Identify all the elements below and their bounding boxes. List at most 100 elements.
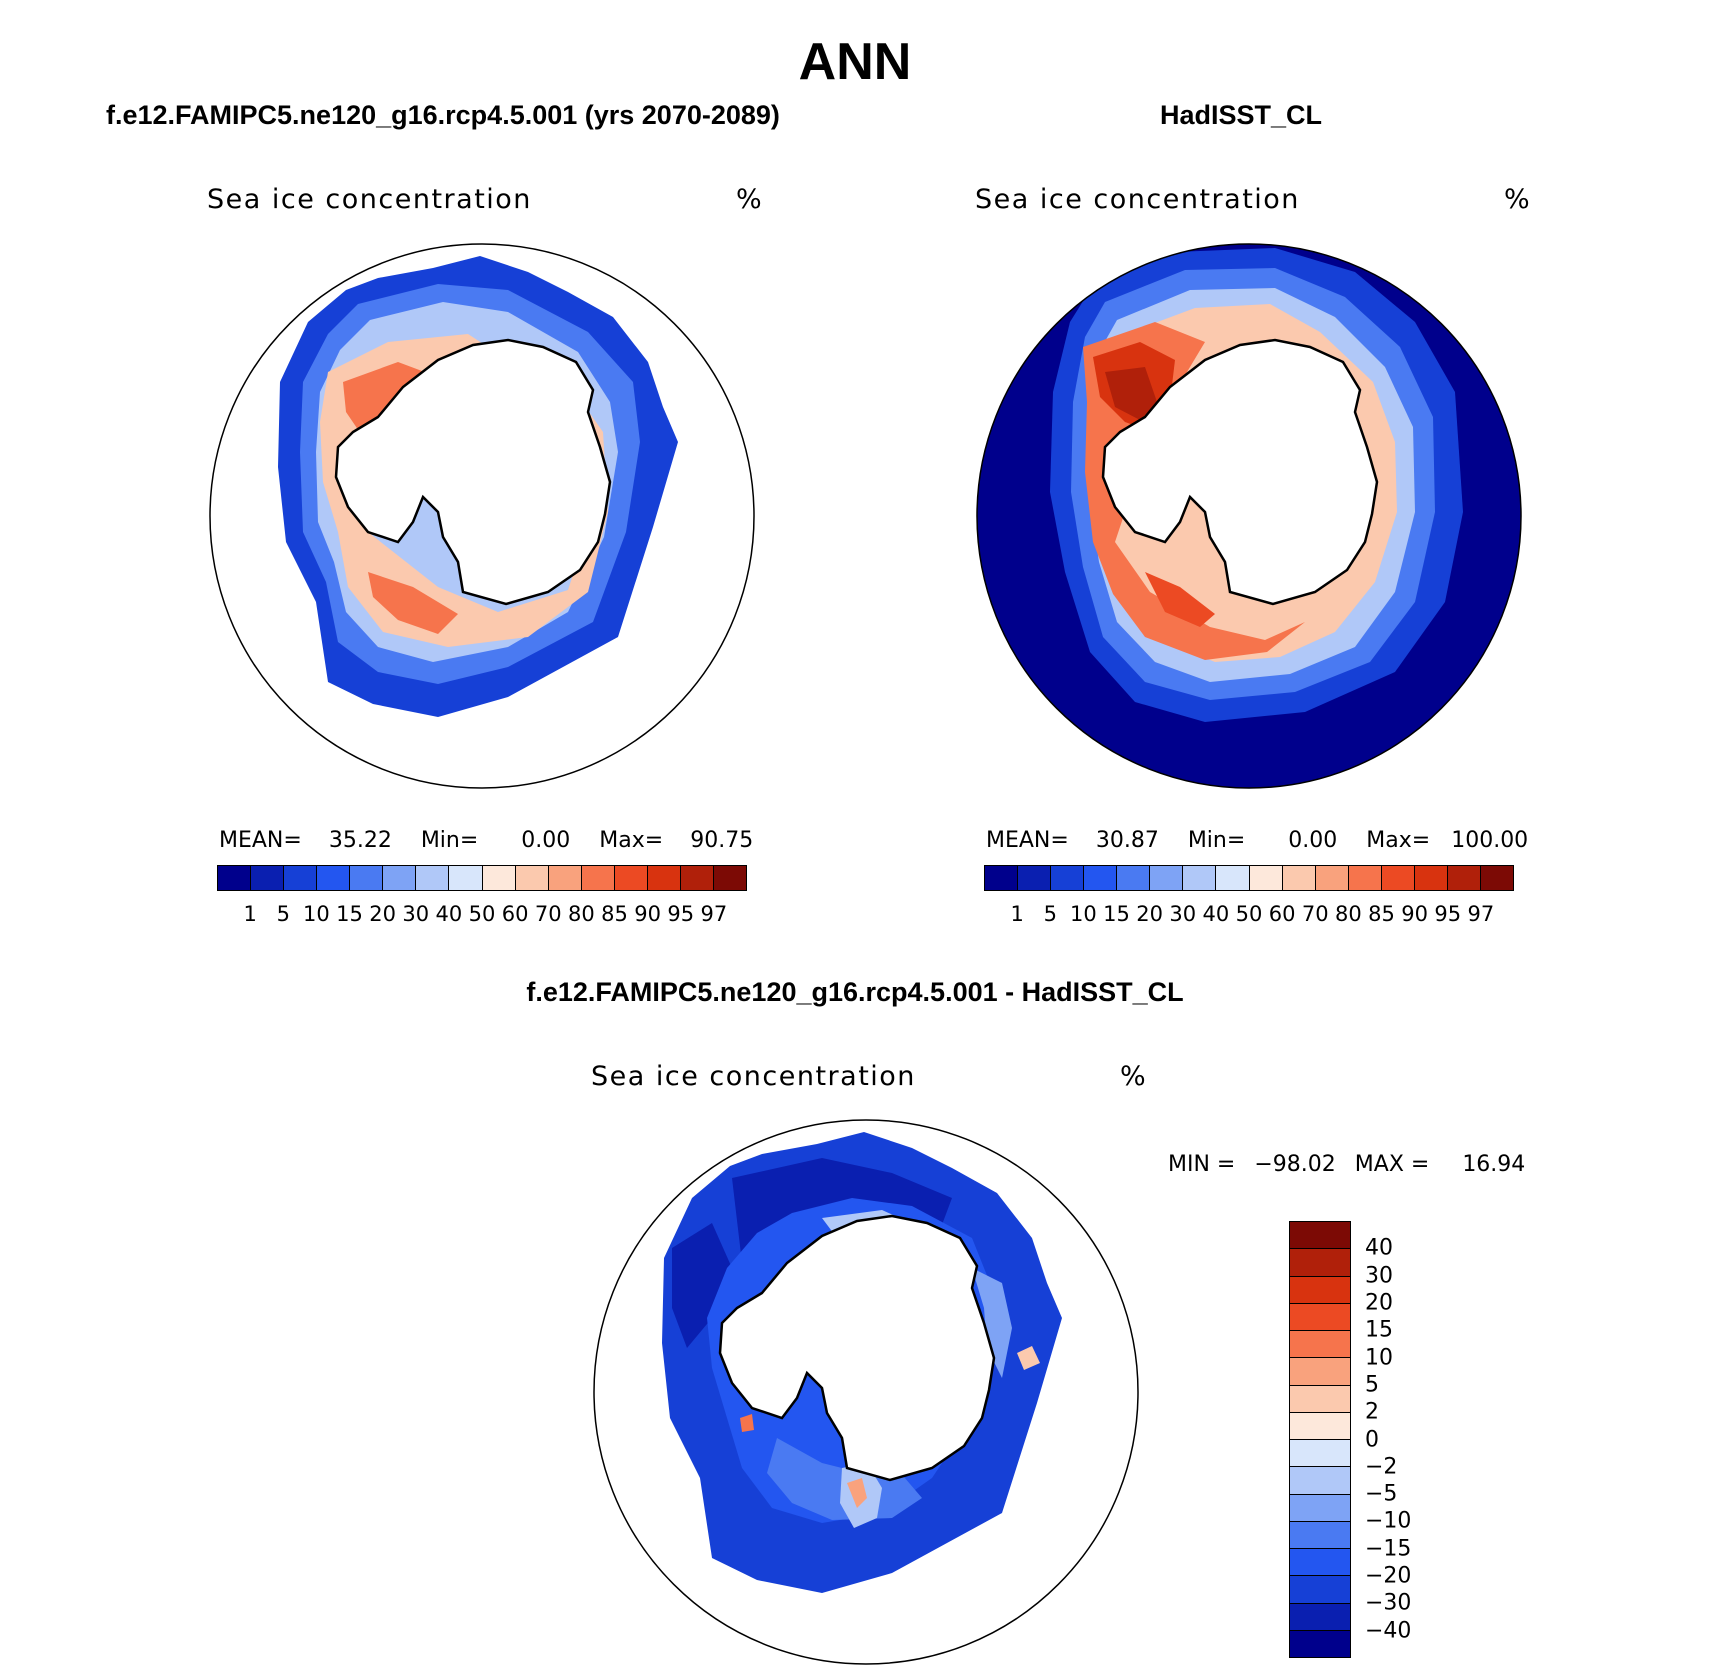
panel3-variable-label: Sea ice concentration <box>591 1061 916 1092</box>
panel2-stats: MEAN= 30.87 Min= 0.00 Max= 100.00 <box>986 828 1528 853</box>
colorbar-box <box>548 866 582 890</box>
colorbar-tick-label: 0 <box>1365 1427 1379 1452</box>
panel1-case-title: f.e12.FAMIPC5.ne120_g16.rcp4.5.001 (yrs … <box>106 100 780 130</box>
colorbar-box <box>581 866 615 890</box>
colorbar-box <box>1414 866 1448 890</box>
panel1-units-label: % <box>736 184 764 215</box>
panel2-case-title: HadISST_CL <box>1160 100 1323 130</box>
colorbar-box <box>1290 1303 1350 1331</box>
colorbar-box <box>1290 1603 1350 1631</box>
panel3-antarctica-outline <box>718 1214 996 1482</box>
panel2-max-value: 100.00 <box>1451 828 1529 853</box>
colorbar-tick-label: 5 <box>1365 1372 1379 1398</box>
colorbar-tick-label: 90 <box>634 902 661 926</box>
colorbar-box <box>1282 866 1316 890</box>
colorbar-tick-label: 80 <box>568 902 595 926</box>
colorbar-tick-label: 2 <box>1365 1399 1379 1425</box>
colorbar-tick-label: 85 <box>601 902 628 926</box>
colorbar-tick-label: −30 <box>1365 1590 1412 1616</box>
panel3-colorbar <box>1289 1221 1351 1658</box>
colorbar-box <box>1150 866 1184 890</box>
panel1-colorbar-ticks: 1 5 10 15 20 30 40 50 60 70 80 85 90 95 97 <box>217 902 747 928</box>
colorbar-tick-label: 20 <box>1136 902 1163 926</box>
colorbar-box <box>647 866 681 890</box>
colorbar-tick-label: 30 <box>402 902 430 926</box>
colorbar-tick-label: 90 <box>1401 902 1428 926</box>
colorbar-tick-label: 40 <box>1365 1235 1393 1261</box>
panel3-stats: MIN = −98.02 MAX = 16.94 <box>1168 1152 1525 1177</box>
colorbar-box <box>1290 1494 1350 1522</box>
colorbar-tick-label: 5 <box>276 902 290 926</box>
panel1-max-value: 90.75 <box>690 828 754 853</box>
panel1-mean-value: 35.22 <box>328 828 392 853</box>
colorbar-box <box>1290 1549 1350 1577</box>
colorbar-box <box>1216 866 1250 890</box>
colorbar-box <box>416 866 450 890</box>
colorbar-tick-label: 1 <box>243 902 257 926</box>
panel3-min-label: MIN = <box>1168 1152 1236 1177</box>
panel1-polar-map <box>209 243 755 789</box>
panel3-case-title: f.e12.FAMIPC5.ne120_g16.rcp4.5.001 - Had… <box>526 977 1184 1007</box>
panel2-polar-map <box>976 243 1522 789</box>
panel2-min-value: 0.00 <box>1288 828 1338 853</box>
colorbar-tick-label: 60 <box>1268 902 1296 926</box>
colorbar-tick-label: 40 <box>1202 902 1230 926</box>
panel3-min-value: −98.02 <box>1254 1152 1336 1177</box>
colorbar-box <box>713 866 746 890</box>
colorbar-tick-label: −20 <box>1365 1563 1412 1589</box>
colorbar-tick-label: −15 <box>1365 1536 1412 1562</box>
panel1-min-value: 0.00 <box>521 828 571 853</box>
colorbar-box <box>614 866 648 890</box>
colorbar-tick-label: 95 <box>667 902 695 926</box>
colorbar-box <box>482 866 516 890</box>
panel3-units-label: % <box>1120 1061 1148 1092</box>
colorbar-box <box>1447 866 1481 890</box>
colorbar-box <box>985 866 1019 890</box>
colorbar-box <box>1290 1576 1350 1604</box>
panel2-mean-label: MEAN= <box>986 828 1069 853</box>
panel2-colorbar-ticks: 1 5 10 15 20 30 40 50 60 70 80 85 90 95 97 <box>984 902 1514 928</box>
colorbar-box <box>1117 866 1151 890</box>
colorbar-tick-label: 60 <box>501 902 529 926</box>
colorbar-box <box>1290 1331 1350 1359</box>
panel2-colorbar <box>984 865 1514 891</box>
colorbar-box <box>1018 866 1052 890</box>
colorbar-box <box>1480 866 1513 890</box>
colorbar-box <box>680 866 714 890</box>
colorbar-box <box>284 866 318 890</box>
panel3-polar-map <box>593 1119 1139 1665</box>
colorbar-tick-label: 15 <box>1365 1317 1393 1343</box>
panel2-max-label: Max= <box>1366 828 1431 853</box>
colorbar-box <box>1084 866 1118 890</box>
colorbar-box <box>1290 1276 1350 1304</box>
colorbar-box <box>1290 1385 1350 1413</box>
colorbar-tick-label: 85 <box>1368 902 1395 926</box>
panel1-stats: MEAN= 35.22 Min= 0.00 Max= 90.75 <box>219 828 753 853</box>
colorbar-box <box>1290 1249 1350 1277</box>
colorbar-box <box>449 866 483 890</box>
colorbar-tick-label: −10 <box>1365 1508 1412 1534</box>
colorbar-box <box>251 866 285 890</box>
colorbar-tick-label: 20 <box>369 902 396 926</box>
colorbar-tick-label: 10 <box>1365 1345 1393 1371</box>
panel3-colorbar-ticks: 40 30 20 15 10 5 2 0 −2 −5 −10 −15 −20 −30 −40 <box>1357 1221 1457 1658</box>
colorbar-tick-label: 95 <box>1434 902 1462 926</box>
colorbar-box <box>1290 1222 1350 1250</box>
colorbar-box <box>1348 866 1382 890</box>
colorbar-tick-label: 70 <box>534 902 562 926</box>
colorbar-box <box>1290 1521 1350 1549</box>
colorbar-tick-label: −2 <box>1365 1454 1398 1480</box>
colorbar-box <box>1315 866 1349 890</box>
figure-title: ANN <box>798 33 912 91</box>
colorbar-box <box>1051 866 1085 890</box>
colorbar-box <box>1290 1412 1350 1440</box>
colorbar-box <box>1290 1358 1350 1386</box>
colorbar-tick-label: 10 <box>1070 902 1097 926</box>
panel2-antarctica-outline <box>1101 338 1379 606</box>
colorbar-tick-label: 30 <box>1169 902 1197 926</box>
colorbar-box <box>1290 1467 1350 1495</box>
colorbar-box <box>350 866 384 890</box>
panel2-variable-label: Sea ice concentration <box>975 184 1300 215</box>
colorbar-tick-label: 10 <box>303 902 330 926</box>
colorbar-tick-label: 5 <box>1043 902 1057 926</box>
